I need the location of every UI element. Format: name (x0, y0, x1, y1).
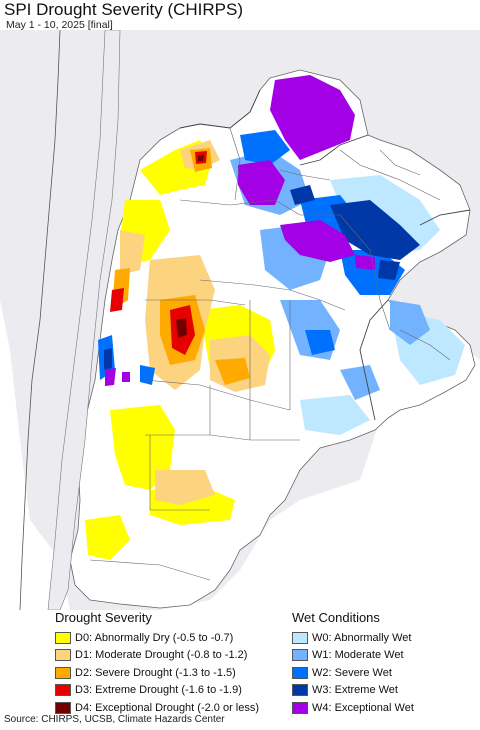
legend-item-w3: W3: Extreme Wet (292, 682, 414, 700)
legend-label: D4: Exceptional Drought (-2.0 or less) (75, 701, 260, 714)
map-title: SPI Drought Severity (CHIRPS) (4, 0, 244, 19)
legend-item-w4: W4: Exceptional Wet (292, 699, 414, 717)
legend-item-w2: W2: Severe Wet (292, 664, 414, 682)
admin-borders (89, 127, 451, 581)
legend-label: D0: Abnormally Dry (-0.5 to -0.7) (75, 631, 234, 644)
legend-swatch (55, 649, 71, 662)
legend: Drought Severity D0: Abnormally Dry (-0.… (0, 610, 480, 714)
legend-label: W3: Extreme Wet (312, 684, 398, 697)
legend-swatch (292, 666, 308, 679)
country-borders (179, 89, 471, 421)
legend-label: W0: Abnormally Wet (312, 631, 412, 644)
w3-areas (104, 185, 420, 370)
map-area (0, 30, 480, 610)
legend-swatch (292, 701, 308, 714)
legend-swatch (55, 631, 71, 644)
legend-item-d0: D0: Abnormally Dry (-0.5 to -0.7) (55, 629, 259, 647)
legend-swatch (55, 701, 71, 714)
legend-item-d4: D4: Exceptional Drought (-2.0 or less) (55, 699, 259, 717)
map-subtitle: May 1 - 10, 2025 [final] (6, 19, 113, 31)
wet-legend: Wet Conditions W0: Abnormally Wet W1: Mo… (292, 610, 414, 717)
legend-label: W4: Exceptional Wet (312, 701, 414, 714)
legend-swatch (292, 649, 308, 662)
drought-legend: Drought Severity D0: Abnormally Dry (-0.… (55, 610, 259, 717)
drought-legend-heading: Drought Severity (55, 610, 152, 625)
legend-label: W2: Severe Wet (312, 666, 392, 679)
legend-label: D3: Extreme Drought (-1.6 to -1.9) (75, 684, 242, 697)
legend-item-w1: W1: Moderate Wet (292, 647, 414, 665)
legend-item-w0: W0: Abnormally Wet (292, 629, 414, 647)
wet-legend-heading: Wet Conditions (292, 610, 380, 625)
legend-swatch (55, 684, 71, 697)
source-credit: Source: CHIRPS, UCSB, Climate Hazards Ce… (4, 714, 225, 725)
d4-areas (176, 155, 204, 338)
legend-item-d3: D3: Extreme Drought (-1.6 to -1.9) (55, 682, 259, 700)
legend-label: D1: Moderate Drought (-0.8 to -1.2) (75, 649, 248, 662)
w4-areas (105, 75, 375, 386)
coastline (19, 30, 61, 610)
legend-swatch (292, 684, 308, 697)
legend-item-d2: D2: Severe Drought (-1.3 to -1.5) (55, 664, 259, 682)
legend-label: W1: Moderate Wet (312, 649, 404, 662)
legend-label: D2: Severe Drought (-1.3 to -1.5) (75, 666, 236, 679)
legend-swatch (55, 666, 71, 679)
map-svg (0, 30, 480, 610)
legend-swatch (292, 631, 308, 644)
legend-item-d1: D1: Moderate Drought (-0.8 to -1.2) (55, 647, 259, 665)
chile-strip (47, 30, 121, 610)
